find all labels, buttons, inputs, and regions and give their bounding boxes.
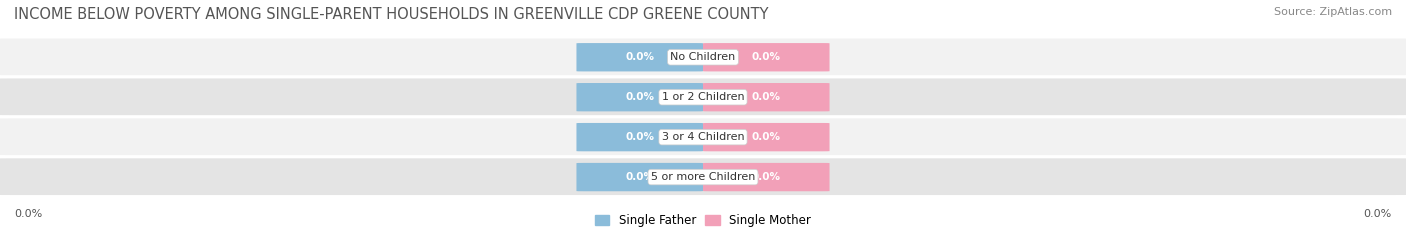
Text: 0.0%: 0.0% bbox=[1364, 209, 1392, 219]
Text: No Children: No Children bbox=[671, 52, 735, 62]
FancyBboxPatch shape bbox=[0, 79, 1406, 115]
FancyBboxPatch shape bbox=[576, 43, 703, 72]
Text: 3 or 4 Children: 3 or 4 Children bbox=[662, 132, 744, 142]
Text: INCOME BELOW POVERTY AMONG SINGLE-PARENT HOUSEHOLDS IN GREENVILLE CDP GREENE COU: INCOME BELOW POVERTY AMONG SINGLE-PARENT… bbox=[14, 7, 769, 22]
Text: 1 or 2 Children: 1 or 2 Children bbox=[662, 92, 744, 102]
FancyBboxPatch shape bbox=[576, 83, 703, 111]
FancyBboxPatch shape bbox=[0, 118, 1406, 155]
Text: 0.0%: 0.0% bbox=[14, 209, 42, 219]
Text: 0.0%: 0.0% bbox=[752, 132, 780, 142]
FancyBboxPatch shape bbox=[703, 83, 830, 111]
Text: 0.0%: 0.0% bbox=[626, 92, 654, 102]
FancyBboxPatch shape bbox=[703, 43, 830, 72]
FancyBboxPatch shape bbox=[0, 158, 1406, 195]
Text: 0.0%: 0.0% bbox=[626, 172, 654, 182]
Text: 0.0%: 0.0% bbox=[752, 92, 780, 102]
Text: 5 or more Children: 5 or more Children bbox=[651, 172, 755, 182]
FancyBboxPatch shape bbox=[0, 38, 1406, 75]
FancyBboxPatch shape bbox=[703, 123, 830, 151]
Text: 0.0%: 0.0% bbox=[752, 172, 780, 182]
FancyBboxPatch shape bbox=[703, 163, 830, 191]
FancyBboxPatch shape bbox=[576, 163, 703, 191]
FancyBboxPatch shape bbox=[576, 123, 703, 151]
Text: 0.0%: 0.0% bbox=[626, 52, 654, 62]
Text: Source: ZipAtlas.com: Source: ZipAtlas.com bbox=[1274, 7, 1392, 17]
Legend: Single Father, Single Mother: Single Father, Single Mother bbox=[595, 214, 811, 227]
Text: 0.0%: 0.0% bbox=[626, 132, 654, 142]
Text: 0.0%: 0.0% bbox=[752, 52, 780, 62]
